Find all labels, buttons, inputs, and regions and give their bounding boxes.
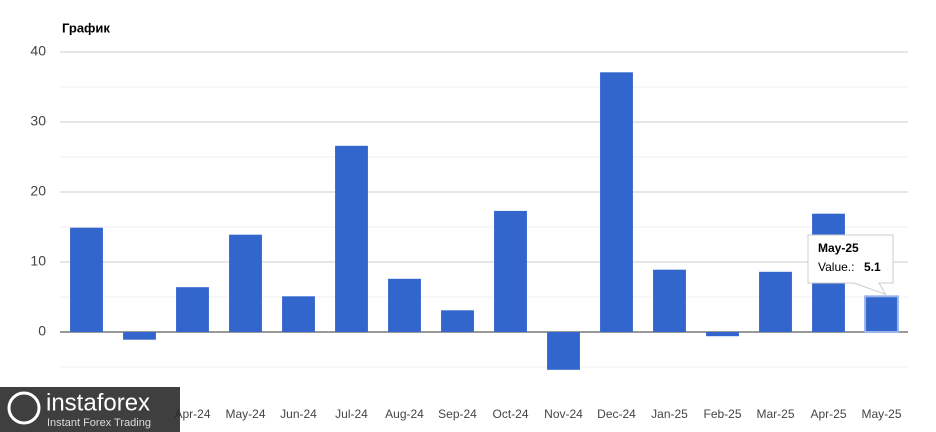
bar [706,332,739,337]
bar [864,295,899,333]
y-tick-label: 30 [30,113,46,129]
x-tick-label: Feb-25 [703,407,741,421]
x-tick-label: May-24 [225,407,265,421]
tooltip-label: Value.: [818,260,854,274]
x-tick-label: Jan-25 [651,407,688,421]
x-tick-label: Aug-24 [385,407,424,421]
y-tick-label: 40 [30,43,46,59]
bar [70,227,103,332]
x-tick-label: Mar-25 [756,407,794,421]
x-tick-label: Jun-24 [280,407,317,421]
x-tick-label: Nov-24 [544,407,583,421]
tooltip-value: 5.1 [864,260,881,274]
watermark-brand: instaforex [46,389,150,416]
bar [229,234,262,332]
y-tick-label: 20 [30,183,46,199]
bar [547,332,580,370]
bar [759,271,792,332]
x-tick-label: Sep-24 [438,407,477,421]
bar [335,145,368,332]
watermark-icon [7,391,41,425]
bar [123,332,156,340]
x-tick-label: Jul-24 [335,407,368,421]
x-tick-label: May-25 [861,407,901,421]
y-tick-label: 10 [30,253,46,269]
bar [282,296,315,332]
bar [653,269,686,332]
x-tick-label: Apr-24 [174,407,210,421]
bar [441,310,474,332]
bar [388,278,421,332]
x-tick-label: Apr-25 [810,407,846,421]
x-tick-label: Dec-24 [597,407,636,421]
bar [494,210,527,332]
bar [176,287,209,332]
y-tick-label: 0 [38,323,46,339]
bar [600,72,633,333]
chart-title: График [62,20,110,35]
tooltip-title: May-25 [818,241,859,255]
watermark-tagline: Instant Forex Trading [47,417,151,429]
tooltip-box [807,234,894,296]
x-tick-label: Oct-24 [492,407,528,421]
